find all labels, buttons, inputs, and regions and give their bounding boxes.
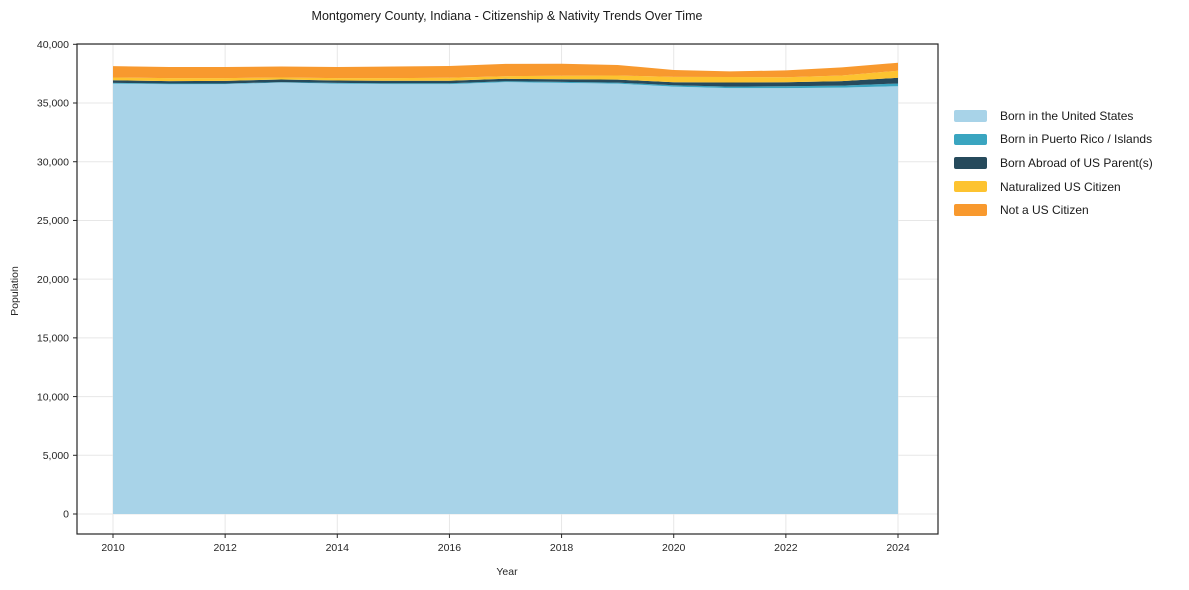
y-tick-label: 35,000 (37, 98, 69, 110)
area-naturalized-us-citizen (113, 70, 898, 83)
legend-item: Born in the United States (954, 104, 1153, 128)
axis-ticks (73, 43, 899, 538)
x-tick-label: 2012 (213, 542, 237, 554)
y-axis-title: Population (9, 266, 21, 316)
legend-label: Born Abroad of US Parent(s) (1000, 155, 1153, 170)
y-tick-label: 40,000 (37, 39, 69, 51)
legend-swatch (954, 110, 987, 122)
y-tick-label: 10,000 (37, 391, 69, 403)
x-tick-label: 2024 (886, 542, 910, 554)
legend-label: Not a US Citizen (1000, 203, 1089, 218)
area-born-in-the-united-states (113, 82, 898, 514)
y-tick-label: 20,000 (37, 274, 69, 286)
chart-title: Montgomery County, Indiana - Citizenship… (311, 9, 703, 23)
legend-item: Born in Puerto Rico / Islands (954, 128, 1153, 152)
x-tick-label: 2020 (662, 542, 686, 554)
y-tick-label: 15,000 (37, 333, 69, 345)
legend-label: Naturalized US Citizen (1000, 179, 1121, 194)
stacked-areas (113, 62, 898, 514)
x-tick-label: 2010 (101, 542, 125, 554)
area-born-in-puerto-rico-islands (113, 81, 898, 89)
x-tick-label: 2018 (550, 542, 574, 554)
y-tick-label: 0 (63, 509, 69, 521)
legend-swatch (954, 133, 987, 146)
legend-label: Born in Puerto Rico / Islands (1000, 132, 1153, 147)
area-not-a-us-citizen (113, 62, 898, 79)
legend: Born in the United States Born in Puerto… (954, 104, 1153, 222)
axis-tick-labels: 0 5,000 10,000 15,000 20,000 25,000 30,000 35,0… (37, 39, 910, 554)
x-tick-label: 2016 (438, 542, 462, 554)
legend-item: Naturalized US Citizen (954, 175, 1153, 199)
y-tick-label: 30,000 (37, 156, 69, 168)
legend-label: Born in the United States (1000, 108, 1134, 123)
x-tick-label: 2022 (774, 542, 798, 554)
y-tick-label: 25,000 (37, 215, 69, 227)
x-axis-title: Year (496, 566, 518, 578)
legend-swatch (954, 157, 987, 169)
legend-swatch (954, 204, 987, 216)
plot-frame (76, 43, 939, 535)
legend-item: Not a US Citizen (954, 198, 1153, 222)
legend-swatch (954, 180, 987, 193)
x-tick-label: 2014 (326, 542, 350, 554)
legend-item: Born Abroad of US Parent(s) (954, 151, 1153, 175)
y-tick-label: 5,000 (43, 450, 69, 462)
